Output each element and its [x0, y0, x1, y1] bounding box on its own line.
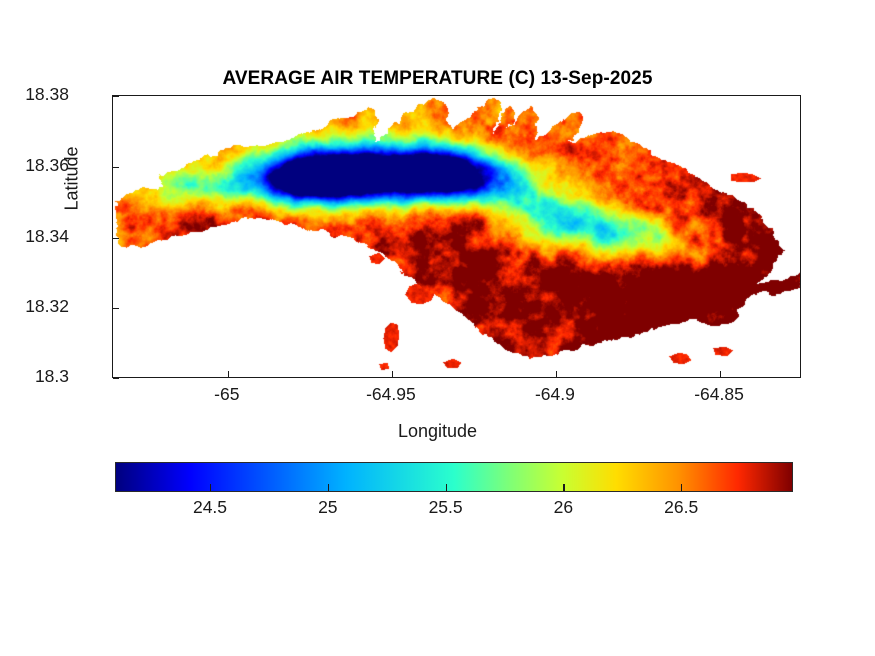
y-tick-18.32 — [113, 308, 119, 310]
x-tick--65 — [227, 371, 229, 377]
temperature-heatmap-canvas — [113, 96, 800, 377]
x-axis-label: Longitude — [397, 421, 478, 441]
colorbar-label-4: 26.5 — [664, 497, 699, 517]
y-axis-label: Latitude — [61, 146, 82, 211]
x-tick--64.9 — [555, 371, 557, 377]
x-ticklabel-0: -65 — [214, 384, 240, 404]
map-axes — [112, 95, 801, 380]
y-ticklabel-0: 18.3 — [34, 366, 69, 386]
y-tick-18.34 — [113, 237, 119, 239]
x-ticklabel-1: -64.95 — [366, 384, 416, 404]
x-ticklabel-3: -64.85 — [694, 384, 744, 404]
colorbar-tick-26.5 — [681, 484, 683, 491]
colorbar-label-0: 24.5 — [192, 497, 228, 517]
y-ticklabel-3: 18.36 — [25, 155, 69, 175]
temperature-raster — [113, 96, 800, 377]
colorbar-tick-26 — [563, 484, 565, 491]
x-tick--64.85 — [720, 371, 722, 377]
colorbar-tick-24.5 — [210, 484, 212, 491]
y-tick-18.36 — [113, 166, 119, 168]
colorbar-label-3: 26 — [553, 497, 574, 517]
colorbar-tick-25.5 — [445, 484, 447, 491]
y-ticklabel-1: 18.32 — [25, 296, 69, 316]
y-ticklabel-4: 18.38 — [25, 84, 69, 104]
colorbar-gradient — [116, 463, 792, 491]
y-ticklabel-2: 18.34 — [25, 226, 69, 246]
colorbar-label-2: 25.5 — [428, 497, 463, 517]
colorbar-label-1: 25 — [318, 497, 338, 517]
colorbar — [115, 462, 793, 492]
x-tick--64.95 — [391, 371, 393, 377]
y-tick-18.38 — [113, 96, 119, 98]
chart-title: AVERAGE AIR TEMPERATURE (C) 13-Sep-2025 — [222, 68, 653, 89]
y-tick-18.30 — [113, 378, 119, 380]
x-ticklabel-2: -64.9 — [534, 384, 575, 404]
colorbar-tick-25 — [327, 484, 329, 491]
